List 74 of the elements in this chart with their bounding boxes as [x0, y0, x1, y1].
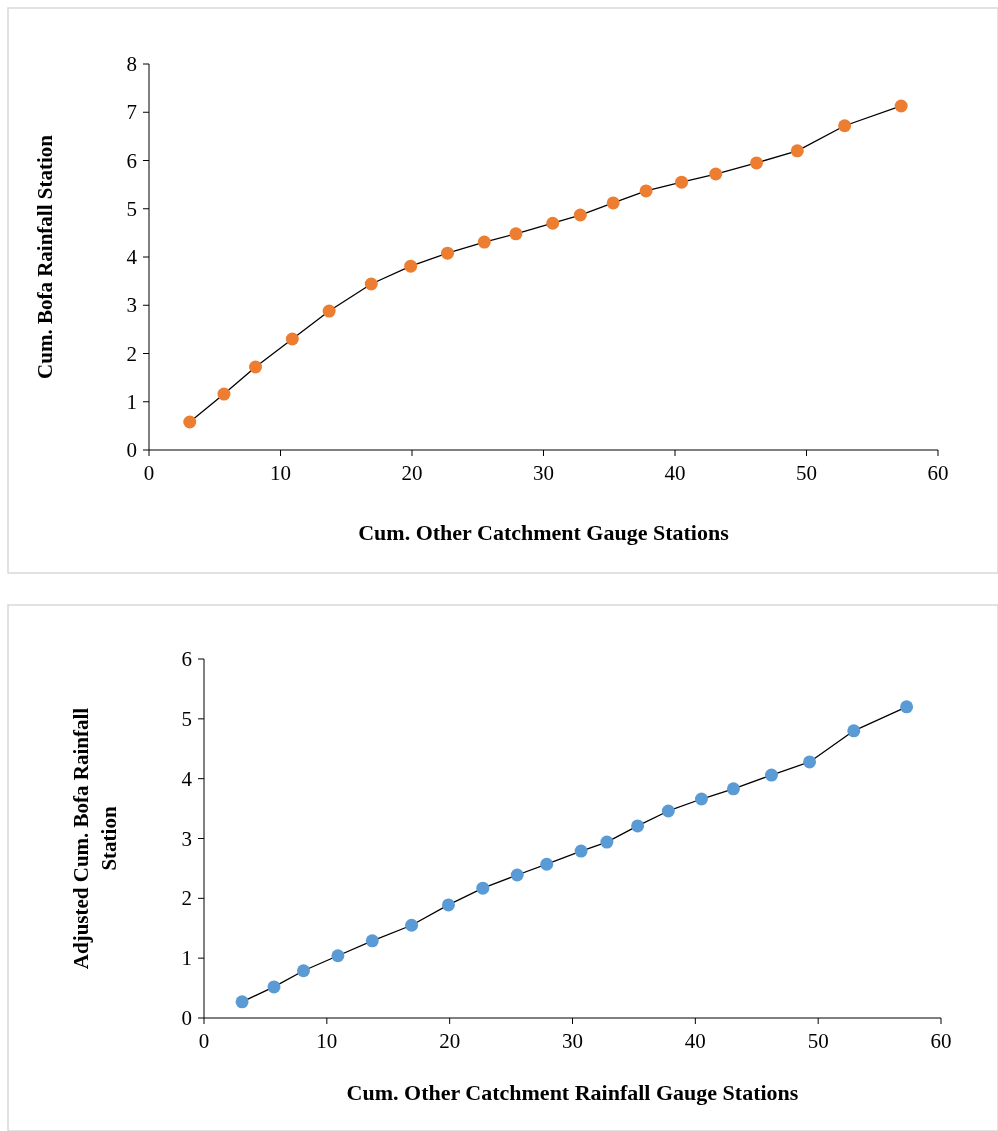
y-tick-label: 4	[126, 245, 138, 269]
x-tick-label: 50	[796, 461, 817, 485]
point	[661, 804, 675, 818]
y-tick-label: 5	[126, 196, 137, 221]
point	[709, 167, 723, 181]
point	[217, 387, 231, 401]
point	[267, 980, 281, 994]
point	[631, 819, 645, 833]
y-tick-label: 2	[126, 341, 137, 366]
point	[510, 868, 524, 882]
point	[726, 782, 740, 796]
x-tick-label: 10	[270, 461, 291, 485]
x-tick-label: 40	[684, 1029, 706, 1053]
x-tick-label: 0	[198, 1029, 210, 1053]
y-tick-label: 1	[126, 389, 137, 414]
point	[297, 964, 310, 978]
x-axis-title: Cum. Other Catchment Rainfall Gauge Stations	[346, 1080, 799, 1105]
point	[546, 216, 560, 230]
point	[249, 360, 263, 374]
point	[675, 175, 689, 189]
point	[441, 246, 455, 260]
y-tick-label: 0	[126, 438, 137, 462]
point	[364, 277, 378, 291]
point	[509, 227, 523, 241]
point	[790, 144, 804, 158]
point	[894, 99, 908, 113]
point	[285, 332, 299, 346]
point	[838, 119, 852, 133]
point	[322, 304, 336, 318]
x-tick-label: 10	[316, 1029, 338, 1053]
point	[404, 259, 418, 273]
point	[803, 755, 817, 769]
x-axis-title: Cum. Other Catchment Gauge Stations	[358, 520, 730, 545]
y-tick-label: 3	[181, 826, 192, 851]
y-tick-label: 4	[181, 766, 193, 791]
point	[331, 949, 345, 963]
point	[441, 898, 455, 912]
point	[750, 156, 764, 170]
point	[600, 835, 614, 849]
x-tick-label: 20	[401, 461, 423, 485]
point	[183, 415, 197, 429]
y-axis-title: Cum. Bofa Rainfall Station	[33, 134, 57, 379]
point	[405, 918, 419, 932]
point	[540, 857, 554, 871]
x-tick-label: 30	[533, 461, 554, 485]
point	[606, 196, 620, 210]
y-tick-label: 6	[126, 148, 137, 173]
point	[365, 934, 379, 948]
point	[847, 724, 861, 738]
x-tick-label: 20	[439, 1029, 461, 1053]
y-tick-label: 2	[181, 886, 192, 911]
point	[639, 184, 653, 198]
x-tick-label: 40	[664, 461, 686, 485]
point	[764, 768, 778, 782]
y-tick-label: 3	[126, 293, 137, 318]
x-tick-label: 60	[927, 461, 949, 485]
y-tick-label: 0	[181, 1006, 192, 1030]
point	[476, 881, 490, 895]
x-tick-label: 30	[562, 1029, 583, 1053]
y-tick-label: 8	[126, 52, 137, 76]
point	[235, 995, 249, 1009]
y-tick-label: 7	[126, 100, 137, 125]
point	[573, 208, 587, 222]
y-tick-label: 6	[181, 647, 192, 671]
x-tick-label: 60	[930, 1029, 952, 1053]
x-tick-label: 0	[143, 461, 155, 485]
y-tick-label: 1	[181, 946, 192, 971]
point	[900, 700, 914, 714]
y-tick-label: 5	[181, 706, 192, 731]
y-axis-title: Adjusted Cum. Bofa Rainfall Station	[69, 707, 121, 970]
x-tick-label: 50	[807, 1029, 829, 1053]
point	[574, 844, 588, 858]
point	[477, 235, 491, 249]
point	[694, 792, 708, 806]
